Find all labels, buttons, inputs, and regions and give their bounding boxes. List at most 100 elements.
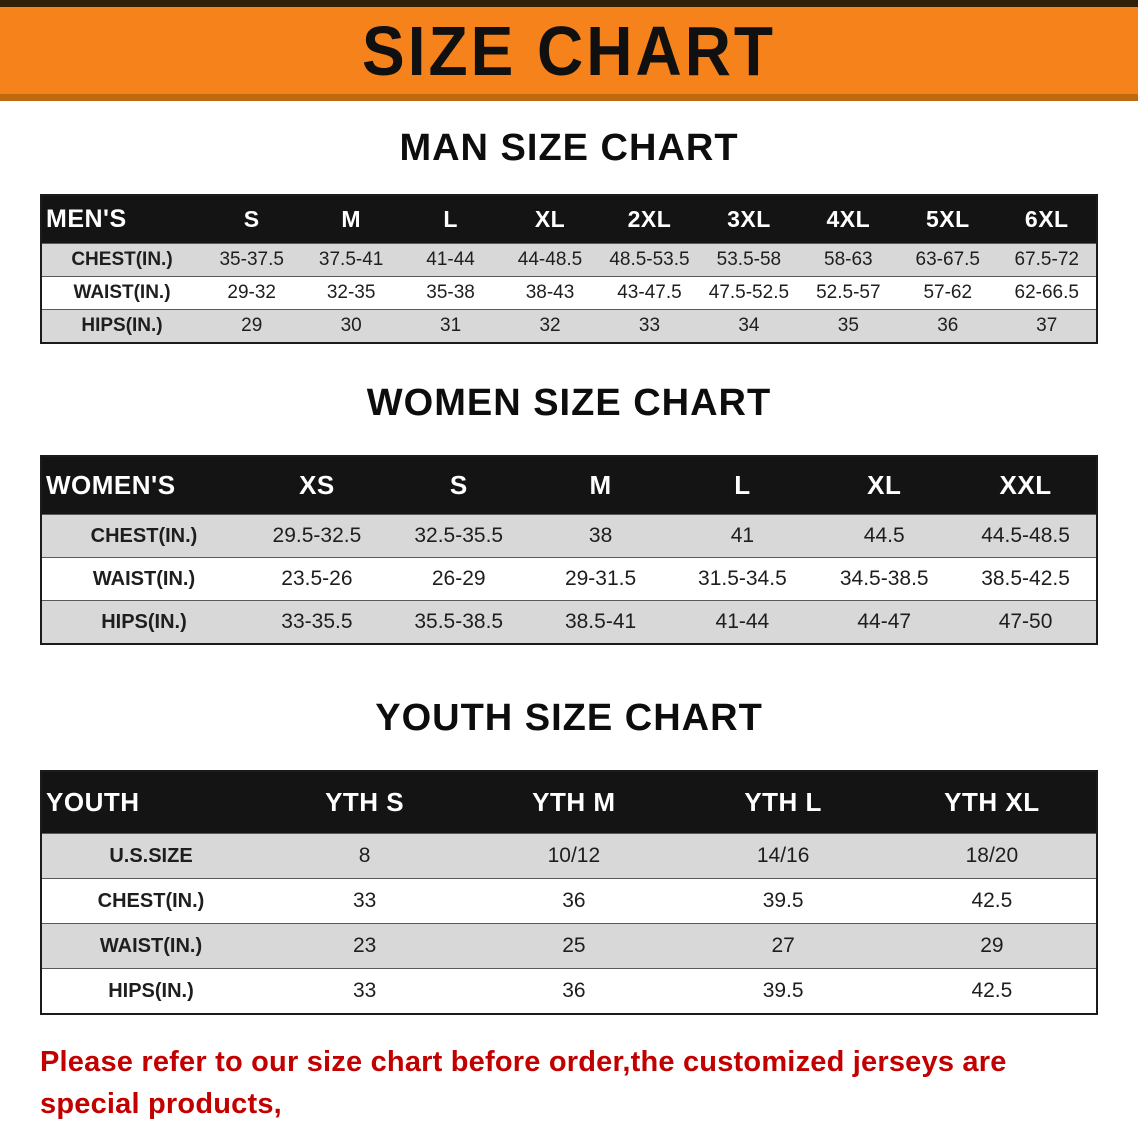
table-row: CHEST(IN.) 29.5-32.5 32.5-35.5 38 41 44.5 44.5… [41,514,1097,558]
measurement-value-cell: 25 [469,923,679,969]
table-row: HIPS(IN.) 33 36 39.5 42.5 [41,968,1097,1014]
size-header-cell: M [529,456,672,515]
measurement-value-cell: 26-29 [387,557,530,601]
measurement-value-cell: 37.5-41 [301,243,401,277]
size-header-cell: 4XL [798,195,899,244]
measurement-value-cell: 48.5-53.5 [599,243,700,277]
measurement-value-cell: 29-32 [202,276,302,310]
size-header-cell: 5XL [898,195,998,244]
size-header-cell: S [202,195,302,244]
men-size-table: MEN'S S M L XL 2XL 3XL 4XL 5XL 6XL CHEST(IN.) 35-37… [40,194,1098,344]
table-header-row: WOMEN'S XS S M L XL XXL [41,456,1097,515]
measurement-value-cell: 41-44 [400,243,501,277]
measurement-value-cell: 44.5 [813,514,956,558]
measurement-label-cell: CHEST(IN.) [41,514,246,558]
measurement-value-cell: 41-44 [671,600,814,644]
table-row: HIPS(IN.) 33-35.5 35.5-38.5 38.5-41 41-44 44-… [41,600,1097,644]
measurement-value-cell: 35-38 [400,276,501,310]
measurement-value-cell: 29-31.5 [529,557,672,601]
measurement-value-cell: 32 [500,309,600,343]
size-header-cell: M [301,195,401,244]
size-header-cell: YTH S [260,771,470,834]
size-header-cell: 2XL [599,195,700,244]
measurement-value-cell: 37 [997,309,1097,343]
measurement-value-cell: 39.5 [678,968,888,1014]
measurement-value-cell: 29.5-32.5 [246,514,388,558]
size-header-cell: S [387,456,530,515]
size-header-cell: L [400,195,501,244]
size-header-cell: YTH M [469,771,679,834]
table-row: WAIST(IN.) 29-32 32-35 35-38 38-43 43-47.5 47.… [41,276,1097,310]
measurement-value-cell: 42.5 [887,968,1097,1014]
measurement-value-cell: 35.5-38.5 [387,600,530,644]
size-header-cell: 3XL [699,195,799,244]
youth-size-chart-heading: YOUTH SIZE CHART [375,697,763,739]
table-header-row: YOUTH YTH S YTH M YTH L YTH XL [41,771,1097,834]
table-row: CHEST(IN.) 33 36 39.5 42.5 [41,878,1097,924]
women-size-chart-section: WOMEN SIZE CHART WOMEN'S XS S M L XL XXL CHEST(… [0,382,1138,645]
measurement-label-cell: U.S.SIZE [41,833,260,879]
women-size-table: WOMEN'S XS S M L XL XXL CHEST(IN.) 29.5-32.5 32.5… [40,455,1098,645]
measurement-value-cell: 38 [529,514,672,558]
measurement-value-cell: 47.5-52.5 [699,276,799,310]
measurement-value-cell: 62-66.5 [997,276,1097,310]
table-row: U.S.SIZE 8 10/12 14/16 18/20 [41,833,1097,879]
measurement-value-cell: 67.5-72 [997,243,1097,277]
measurement-value-cell: 10/12 [469,833,679,879]
measurement-value-cell: 63-67.5 [898,243,998,277]
measurement-value-cell: 35-37.5 [202,243,302,277]
measurement-value-cell: 43-47.5 [599,276,700,310]
measurement-value-cell: 31 [400,309,501,343]
size-header-cell: XL [500,195,600,244]
measurement-value-cell: 14/16 [678,833,888,879]
measurement-value-cell: 32.5-35.5 [387,514,530,558]
disclaimer-line-1: Please refer to our size chart before or… [40,1046,1007,1121]
table-header-row: MEN'S S M L XL 2XL 3XL 4XL 5XL 6XL [41,195,1097,244]
measurement-value-cell: 32-35 [301,276,401,310]
measurement-value-cell: 44.5-48.5 [955,514,1097,558]
measurement-value-cell: 34.5-38.5 [813,557,956,601]
man-size-chart-section: MAN SIZE CHART MEN'S S M L XL 2XL 3XL 4XL 5XL 6XL… [0,127,1138,344]
measurement-value-cell: 44-48.5 [500,243,600,277]
measurement-value-cell: 23.5-26 [246,557,388,601]
page-title: SIZE CHART [362,11,776,90]
size-header-cell: XL [813,456,956,515]
measurement-value-cell: 27 [678,923,888,969]
table-title-cell: WOMEN'S [41,456,246,515]
size-header-cell: 6XL [997,195,1097,244]
measurement-value-cell: 52.5-57 [798,276,899,310]
measurement-label-cell: WAIST(IN.) [41,276,202,310]
measurement-label-cell: HIPS(IN.) [41,309,202,343]
measurement-value-cell: 8 [260,833,470,879]
measurement-value-cell: 57-62 [898,276,998,310]
measurement-value-cell: 35 [798,309,899,343]
measurement-value-cell: 33 [260,968,470,1014]
size-header-cell: XXL [955,456,1097,515]
measurement-label-cell: WAIST(IN.) [41,923,260,969]
measurement-value-cell: 18/20 [887,833,1097,879]
youth-size-chart-section: YOUTH SIZE CHART YOUTH YTH S YTH M YTH L YTH… [0,697,1138,1015]
table-row: CHEST(IN.) 35-37.5 37.5-41 41-44 44-48.5 48.5… [41,243,1097,277]
disclaimer-text: Please refer to our size chart before or… [40,1041,1102,1132]
measurement-value-cell: 38-43 [500,276,600,310]
measurement-value-cell: 42.5 [887,878,1097,924]
measurement-value-cell: 38.5-42.5 [955,557,1097,601]
measurement-value-cell: 31.5-34.5 [671,557,814,601]
table-title-cell: YOUTH [41,771,260,834]
measurement-value-cell: 33 [260,878,470,924]
measurement-label-cell: CHEST(IN.) [41,878,260,924]
table-row: WAIST(IN.) 23.5-26 26-29 29-31.5 31.5-34.5 34… [41,557,1097,601]
disclaimer-line-2: we don't accept cancel, change, teturn o… [40,1130,1007,1132]
size-header-cell: YTH L [678,771,888,834]
measurement-label-cell: HIPS(IN.) [41,968,260,1014]
measurement-value-cell: 36 [469,968,679,1014]
size-header-cell: XS [246,456,388,515]
measurement-value-cell: 38.5-41 [529,600,672,644]
measurement-value-cell: 58-63 [798,243,899,277]
measurement-value-cell: 33-35.5 [246,600,388,644]
measurement-value-cell: 30 [301,309,401,343]
measurement-value-cell: 41 [671,514,814,558]
women-size-chart-heading: WOMEN SIZE CHART [366,382,772,424]
measurement-value-cell: 34 [699,309,799,343]
